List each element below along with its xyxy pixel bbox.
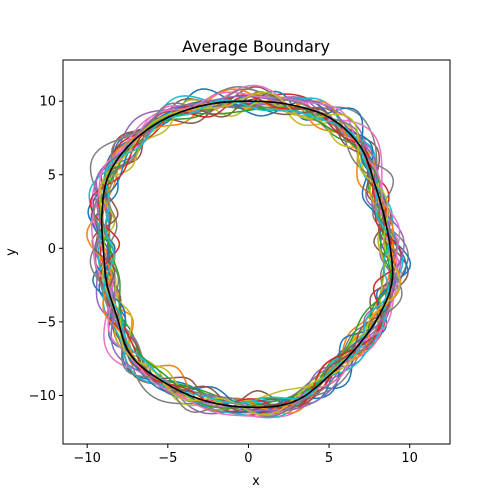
chart-title: Average Boundary [182,37,330,56]
y-tick-label: 5 [48,168,56,183]
x-tick-label: 0 [244,451,252,466]
plot-frame [62,59,451,445]
y-tick-label: 10 [39,95,56,110]
trial-boundary-line [93,95,405,412]
average-boundary [100,100,394,409]
x-tick-label: −10 [73,451,100,466]
x-tick-label: 10 [401,451,418,466]
x-tick-label: 5 [325,451,333,466]
x-axis-ticks: −10 −5 0 5 10 [73,444,418,466]
trial-boundary-line [103,99,391,405]
y-tick-label: 0 [48,242,56,257]
plot-area [86,84,412,419]
x-tick-label: −5 [158,451,177,466]
y-tick-label: −5 [37,315,56,330]
average-boundary-line [100,100,394,409]
y-tick-label: −10 [29,389,56,404]
trial-boundaries [86,84,412,419]
y-axis-label: y [4,248,19,256]
x-axis-label: x [252,474,260,489]
y-axis-ticks: −10 −5 0 5 10 [29,95,63,404]
